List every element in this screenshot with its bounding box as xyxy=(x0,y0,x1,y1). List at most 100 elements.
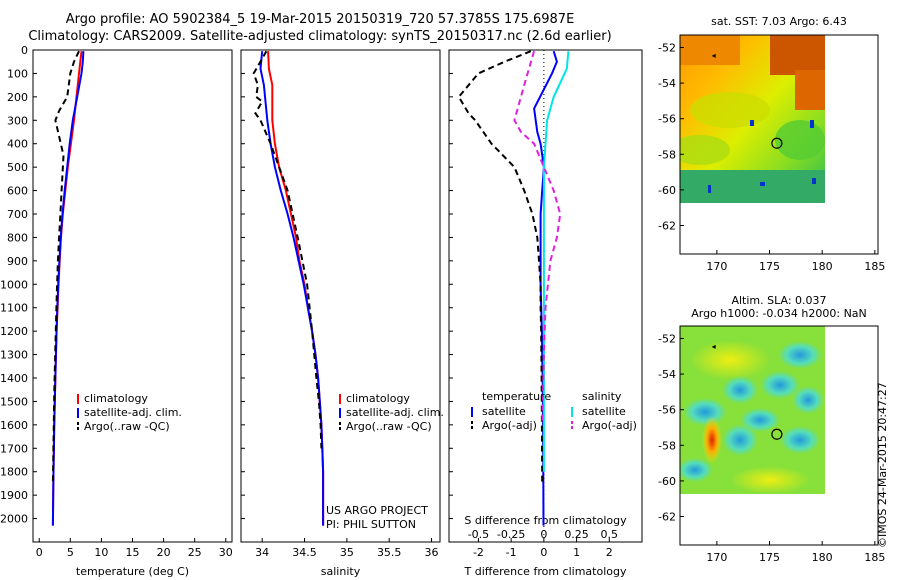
sla_map-xtick-label: 185 xyxy=(864,551,885,564)
salinity-legend-label-1: satellite-adj. clim. xyxy=(346,406,444,419)
temperature-ytick-label: 200 xyxy=(7,91,28,104)
difference-top-tick-label: -0.5 xyxy=(468,528,489,541)
salinity-legend-label-0: climatology xyxy=(346,392,410,405)
temperature-ytick-label: 1800 xyxy=(0,466,28,479)
salinity-series-0 xyxy=(267,51,325,526)
salinity-xtick-label: 34 xyxy=(255,546,269,559)
sla_map-ytick-label: -54 xyxy=(658,368,676,381)
sst-heatmap xyxy=(680,35,825,203)
difference-xlabel: T difference from climatology xyxy=(464,565,627,578)
difference-top-tick-label: 0 xyxy=(540,528,547,541)
difference-top-label: S difference from climatology xyxy=(464,514,627,527)
salinity-xtick-label: 35 xyxy=(340,546,354,559)
title-line-1: Argo profile: AO 5902384_5 19-Mar-2015 2… xyxy=(65,12,575,27)
temperature-xtick-label: 5 xyxy=(67,546,74,559)
temperature-ytick-label: 100 xyxy=(7,67,28,80)
difference-series-3 xyxy=(513,50,562,425)
sla_map-title: Altim. SLA: 0.037 xyxy=(731,294,826,307)
temperature-ytick-label: 0 xyxy=(21,44,28,57)
difference-legend-label-0-0: satellite xyxy=(482,405,526,418)
title-line-2: Climatology: CARS2009. Satellite-adjuste… xyxy=(28,29,612,44)
salinity-axes-box xyxy=(240,49,441,543)
sst_map-ytick-label: -62 xyxy=(658,220,676,233)
temperature-ytick-label: 1300 xyxy=(0,349,28,362)
temperature-ytick-label: 1200 xyxy=(0,325,28,338)
sla_map-ytick-label: -56 xyxy=(658,404,676,417)
difference-legend-label-1-1: Argo(-adj) xyxy=(582,419,637,432)
salinity-series-2 xyxy=(252,50,323,449)
temperature-ytick-label: 1400 xyxy=(0,372,28,385)
sst_map-xtick-label: 175 xyxy=(759,260,780,273)
sla_map-xtick-label: 175 xyxy=(759,551,780,564)
temperature-ytick-label: 1000 xyxy=(0,278,28,291)
difference-xtick-label: 1 xyxy=(573,546,580,559)
temperature-ytick-label: 2000 xyxy=(0,513,28,526)
sst_map-ytick-label: -60 xyxy=(658,184,676,197)
temperature-ytick-label: 400 xyxy=(7,138,28,151)
temperature-xtick-label: 20 xyxy=(157,546,171,559)
temperature-ytick-label: 600 xyxy=(7,185,28,198)
sst_map-xtick-label: 170 xyxy=(706,260,727,273)
temperature-xtick-label: 25 xyxy=(188,546,202,559)
project-credit: US ARGO PROJECT xyxy=(326,504,428,517)
difference-xtick-label: 0 xyxy=(540,546,547,559)
sla_map-ytick-label: -58 xyxy=(658,439,676,452)
sst_map-small-arrow: ◂ xyxy=(712,51,716,60)
difference-xtick-label: -1 xyxy=(506,546,517,559)
sla_map-ytick-label: -62 xyxy=(658,511,676,524)
temperature-legend-label-2: Argo(..raw -QC) xyxy=(84,420,170,433)
temperature-ytick-label: 800 xyxy=(7,231,28,244)
temperature-ytick-label: 1500 xyxy=(0,395,28,408)
sla_map-small-arrow: ◂ xyxy=(712,342,716,351)
sst_map-ytick-label: -56 xyxy=(658,113,676,126)
difference-legend-title-0: temperature xyxy=(482,390,551,403)
sst_map-ytick-label: -54 xyxy=(658,77,676,90)
difference-xtick-label: -2 xyxy=(473,546,484,559)
salinity-xtick-label: 35.5 xyxy=(377,546,402,559)
temperature-series-2 xyxy=(51,50,80,484)
temperature-xlabel: temperature (deg C) xyxy=(76,565,189,578)
salinity-series-1 xyxy=(259,51,325,526)
temperature-ytick-label: 700 xyxy=(7,208,28,221)
sla-heatmap xyxy=(680,326,825,494)
difference-series-2 xyxy=(542,51,570,472)
imos-timestamp: ©IMOS 24-Mar-2015 20:47:27 xyxy=(876,382,889,548)
sst_map-argo-marker xyxy=(771,137,783,149)
temperature-ytick-label: 1100 xyxy=(0,302,28,315)
temperature-xtick-label: 15 xyxy=(126,546,140,559)
temperature-ytick-label: 300 xyxy=(7,114,28,127)
temperature-xtick-label: 0 xyxy=(36,546,43,559)
sst_map-ytick-label: -58 xyxy=(658,148,676,161)
sst_map-xtick-label: 185 xyxy=(864,260,885,273)
temperature-axes-box xyxy=(32,49,233,543)
difference-legend-label-0-1: Argo(-adj) xyxy=(482,419,537,432)
sst_map-title: sat. SST: 7.03 Argo: 6.43 xyxy=(711,15,847,28)
salinity-xtick-label: 36 xyxy=(425,546,439,559)
sst_map-ytick-label: -52 xyxy=(658,41,676,54)
temperature-legend-label-1: satellite-adj. clim. xyxy=(84,406,182,419)
pi-credit: PI: PHIL SUTTON xyxy=(326,518,416,531)
difference-series-0 xyxy=(533,50,558,526)
difference-top-tick-label: 0.5 xyxy=(601,528,619,541)
temperature-ytick-label: 1600 xyxy=(0,419,28,432)
sla_map-xtick-label: 170 xyxy=(706,551,727,564)
temperature-xtick-label: 10 xyxy=(94,546,108,559)
difference-top-tick-label: -0.25 xyxy=(497,528,525,541)
temperature-ytick-label: 1700 xyxy=(0,442,28,455)
sst_map-xtick-label: 180 xyxy=(812,260,833,273)
sla_map-subtitle: Argo h1000: -0.034 h2000: NaN xyxy=(691,307,867,320)
difference-xtick-label: 2 xyxy=(606,546,613,559)
temperature-ytick-label: 900 xyxy=(7,255,28,268)
difference-series-1 xyxy=(457,50,544,484)
salinity-xlabel: salinity xyxy=(321,565,361,578)
temperature-ytick-label: 500 xyxy=(7,161,28,174)
temperature-legend-label-0: climatology xyxy=(84,392,148,405)
sla_map-ytick-label: -60 xyxy=(658,475,676,488)
sla_map-argo-marker xyxy=(771,428,783,440)
sla_map-ytick-label: -52 xyxy=(658,332,676,345)
temperature-xtick-label: 30 xyxy=(219,546,233,559)
salinity-xtick-label: 34.5 xyxy=(292,546,317,559)
difference-top-tick-label: 0.25 xyxy=(564,528,589,541)
difference-axes-box xyxy=(448,49,643,543)
